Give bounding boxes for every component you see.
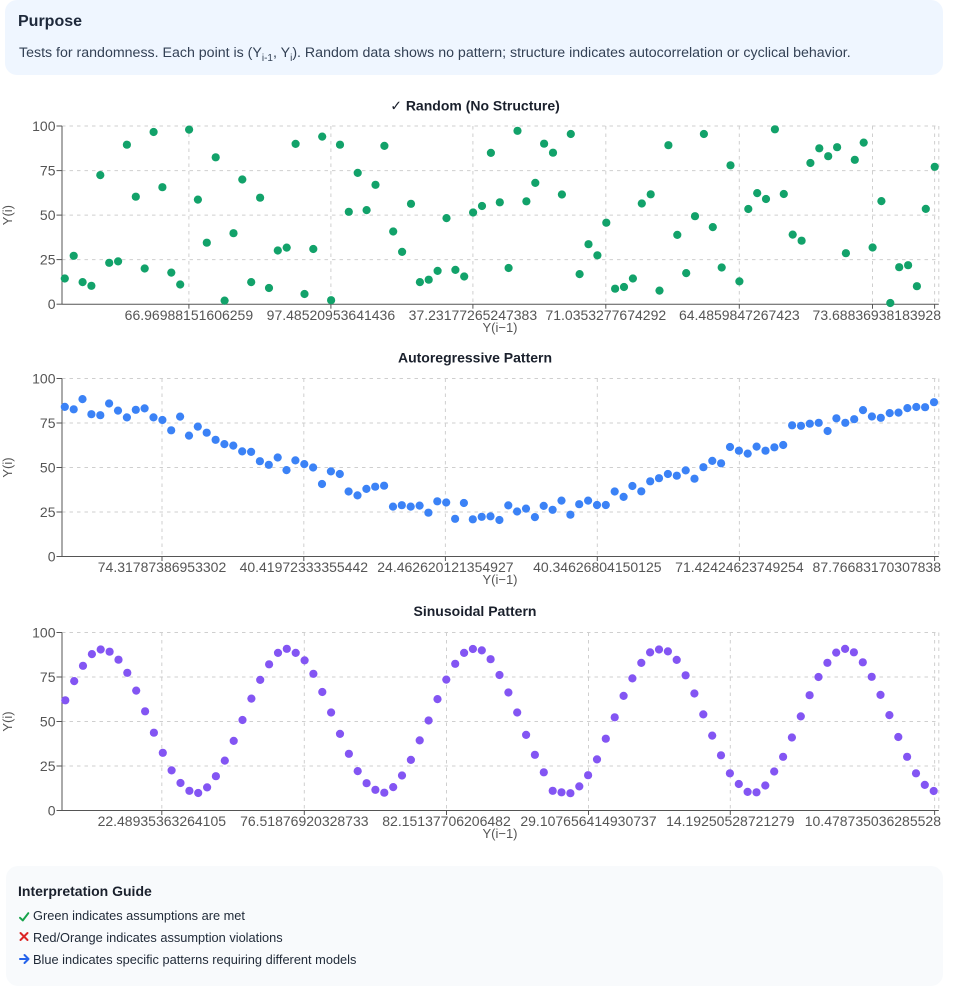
svg-text:71.0353277674292: 71.0353277674292 <box>545 307 666 323</box>
svg-text:22.48935363264105: 22.48935363264105 <box>98 813 227 829</box>
svg-text:50: 50 <box>40 460 56 476</box>
svg-text:87.76683170307838: 87.76683170307838 <box>813 559 942 575</box>
svg-text:37.23177265247383: 37.23177265247383 <box>409 307 538 323</box>
svg-text:24.462620121354927: 24.462620121354927 <box>377 559 513 575</box>
svg-text:Y(i−1): Y(i−1) <box>482 572 517 587</box>
svg-text:Y(i−1): Y(i−1) <box>482 320 517 335</box>
svg-text:100: 100 <box>32 371 56 387</box>
svg-text:Autoregressive Pattern: Autoregressive Pattern <box>398 350 552 366</box>
svg-text:14.19250528721279: 14.19250528721279 <box>666 813 795 829</box>
svg-text:10.478735036285528: 10.478735036285528 <box>805 813 941 829</box>
svg-text:50: 50 <box>40 714 56 730</box>
svg-text:75: 75 <box>40 163 56 179</box>
svg-text:Sinusoidal Pattern: Sinusoidal Pattern <box>414 603 537 619</box>
svg-text:25: 25 <box>40 252 56 268</box>
svg-text:Y(i): Y(i) <box>0 457 15 477</box>
svg-text:0: 0 <box>48 296 56 312</box>
svg-text:Y(i): Y(i) <box>0 711 15 731</box>
svg-text:64.4859847267423: 64.4859847267423 <box>679 307 800 323</box>
svg-text:97.48520953641436: 97.48520953641436 <box>267 307 396 323</box>
svg-text:71.42424623749254: 71.42424623749254 <box>675 559 804 575</box>
svg-text:0: 0 <box>48 549 56 565</box>
svg-text:82.15137706206482: 82.15137706206482 <box>382 813 511 829</box>
svg-text:66.96988151606259: 66.96988151606259 <box>125 307 254 323</box>
svg-text:75: 75 <box>40 415 56 431</box>
svg-text:50: 50 <box>40 207 56 223</box>
svg-text:100: 100 <box>32 625 56 641</box>
svg-text:40.41972333355442: 40.41972333355442 <box>240 559 369 575</box>
svg-text:76.51876920328733: 76.51876920328733 <box>240 813 369 829</box>
svg-text:73.68836938183928: 73.68836938183928 <box>813 307 942 323</box>
svg-text:Y(i): Y(i) <box>0 205 15 225</box>
svg-text:100: 100 <box>32 118 56 134</box>
svg-text:25: 25 <box>40 504 56 520</box>
svg-text:75: 75 <box>40 669 56 685</box>
svg-text:74.31787386953302: 74.31787386953302 <box>98 559 227 575</box>
svg-text:25: 25 <box>40 758 56 774</box>
svg-text:0: 0 <box>48 803 56 819</box>
svg-text:✓ Random (No Structure): ✓ Random (No Structure) <box>390 98 560 114</box>
svg-text:29.107656414930737: 29.107656414930737 <box>520 813 656 829</box>
svg-text:Y(i−1): Y(i−1) <box>482 826 517 841</box>
svg-text:40.34626804150125: 40.34626804150125 <box>533 559 662 575</box>
